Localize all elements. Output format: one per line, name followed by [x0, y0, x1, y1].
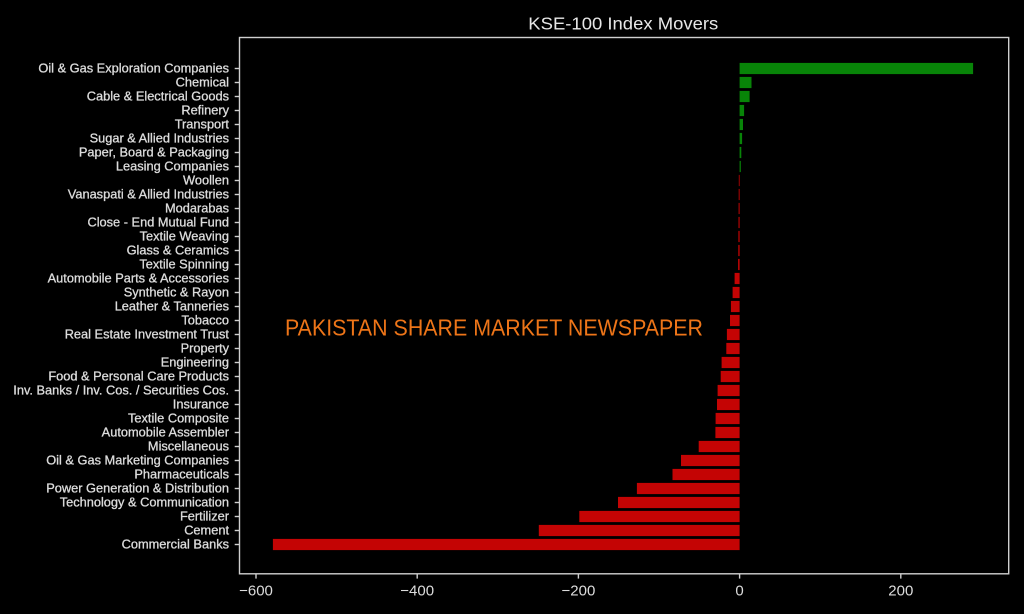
svg-text:Woollen: Woollen	[183, 173, 229, 188]
svg-text:Inv. Banks / Inv. Cos. / Secur: Inv. Banks / Inv. Cos. / Securities Cos.	[13, 383, 229, 398]
svg-text:Textile Weaving: Textile Weaving	[140, 229, 229, 244]
svg-text:Textile Composite: Textile Composite	[128, 411, 229, 426]
svg-text:200: 200	[888, 583, 913, 600]
svg-text:Leasing Companies: Leasing Companies	[116, 159, 229, 174]
svg-text:Real Estate Investment Trust: Real Estate Investment Trust	[65, 327, 230, 342]
svg-text:Textile Spinning: Textile Spinning	[139, 257, 229, 272]
svg-text:Food & Personal Care Products: Food & Personal Care Products	[48, 369, 229, 384]
svg-text:Close - End Mutual Fund: Close - End Mutual Fund	[87, 215, 229, 230]
svg-text:Automobile Assembler: Automobile Assembler	[102, 425, 230, 440]
svg-text:Automobile Parts & Accessories: Automobile Parts & Accessories	[48, 271, 229, 286]
svg-text:Synthetic & Rayon: Synthetic & Rayon	[124, 285, 229, 300]
svg-text:Miscellaneous: Miscellaneous	[148, 439, 229, 454]
svg-text:0: 0	[735, 583, 743, 600]
svg-text:Technology & Communication: Technology & Communication	[60, 495, 229, 510]
svg-text:KSE-100 Index Movers: KSE-100 Index Movers	[528, 13, 718, 33]
svg-text:Chemical: Chemical	[176, 75, 229, 90]
svg-text:Cable & Electrical Goods: Cable & Electrical Goods	[87, 89, 229, 104]
svg-text:Modarabas: Modarabas	[165, 201, 229, 216]
svg-text:−200: −200	[562, 583, 596, 600]
svg-text:Refinery: Refinery	[181, 103, 229, 118]
svg-text:Tobacco: Tobacco	[181, 313, 229, 328]
svg-text:PAKISTAN SHARE MARKET NEWSPAPE: PAKISTAN SHARE MARKET NEWSPAPER	[285, 314, 703, 340]
svg-text:Leather & Tanneries: Leather & Tanneries	[115, 299, 229, 314]
svg-text:Property: Property	[181, 341, 230, 356]
svg-text:Glass & Ceramics: Glass & Ceramics	[127, 243, 229, 258]
svg-text:Transport: Transport	[175, 117, 230, 132]
svg-text:−400: −400	[400, 583, 434, 600]
svg-text:Power Generation & Distributio: Power Generation & Distribution	[46, 481, 229, 496]
svg-text:Commercial Banks: Commercial Banks	[122, 537, 229, 552]
svg-text:Sugar & Allied Industries: Sugar & Allied Industries	[90, 131, 229, 146]
svg-text:Oil & Gas Exploration Companie: Oil & Gas Exploration Companies	[38, 61, 229, 76]
svg-text:−600: −600	[239, 583, 273, 600]
svg-text:Insurance: Insurance	[173, 397, 229, 412]
svg-text:Pharmaceuticals: Pharmaceuticals	[134, 467, 229, 482]
svg-text:Engineering: Engineering	[161, 355, 229, 370]
svg-text:Vanaspati & Allied Industries: Vanaspati & Allied Industries	[68, 187, 229, 202]
svg-text:Oil & Gas Marketing Companies: Oil & Gas Marketing Companies	[46, 453, 229, 468]
svg-text:Cement: Cement	[184, 523, 229, 538]
svg-text:Fertilizer: Fertilizer	[180, 509, 230, 524]
svg-text:Paper, Board & Packaging: Paper, Board & Packaging	[79, 145, 229, 160]
